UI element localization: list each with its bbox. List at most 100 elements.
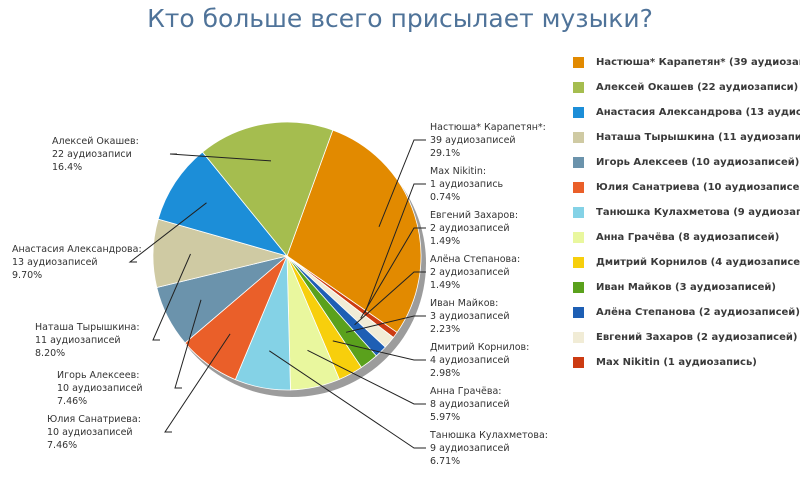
- slice-label-line: Алёна Степанова:: [430, 254, 520, 265]
- slice-label-line: Настюша* Карапетян*:: [430, 122, 546, 133]
- leader-line: [307, 349, 426, 405]
- chart-title: Кто больше всего присылает музыки?: [147, 4, 653, 33]
- leader-line: [152, 253, 191, 341]
- slice-label: Анна Грачёва: 8 аудиозаписей 5.97%: [430, 386, 510, 423]
- slice-label: Танюшка Кулахметова: 9 аудиозаписей 6.71%: [429, 430, 548, 467]
- legend-label: Анна Грачёва (8 аудиозаписей): [596, 232, 780, 243]
- slice-label-line: 0.74%: [430, 192, 460, 203]
- leader-line: [354, 271, 426, 326]
- legend-label: Евгений Захаров (2 аудиозаписей): [596, 332, 798, 343]
- slice-label-line: Евгений Захаров:: [430, 210, 518, 221]
- slice-label-line: 10 аудиозаписей: [57, 383, 143, 394]
- leader-line: [174, 299, 202, 389]
- legend-item: Иван Майков (3 аудиозаписей): [566, 275, 800, 300]
- legend-swatch: [573, 257, 584, 268]
- slice-label-line: 9 аудиозаписей: [430, 443, 510, 454]
- slice-label: Юлия Санатриева: 10 аудиозаписей 7.46%: [47, 414, 141, 451]
- chart-legend: Настюша* Карапетян* (39 аудиозаписей) Але…: [566, 50, 800, 375]
- legend-label: Юлия Санатриева (10 аудиозаписей): [596, 182, 800, 193]
- legend-swatch: [573, 57, 584, 68]
- slice-label-line: Max Nikitin:: [430, 166, 486, 177]
- leader-line: [378, 139, 426, 227]
- legend-item: Анна Грачёва (8 аудиозаписей): [566, 225, 800, 250]
- slice-label-line: 5.97%: [430, 412, 460, 423]
- slice-label-line: 29.1%: [430, 148, 460, 159]
- slice-label-line: 3 аудиозаписей: [430, 311, 510, 322]
- slice-label-line: Анастасия Александрова:: [12, 244, 142, 255]
- slice-label-line: 10 аудиозаписей: [47, 427, 133, 438]
- slice-label-line: Иван Майков:: [430, 298, 498, 309]
- legend-item: Настюша* Карапетян* (39 аудиозаписей): [566, 50, 800, 75]
- slice-label-line: Юлия Санатриева:: [47, 414, 141, 425]
- slice-label-line: Дмитрий Корнилов:: [430, 342, 529, 353]
- slice-label: Алексей Окашев: 22 аудиозаписи 16.4%: [52, 136, 139, 173]
- slice-label-line: 1 аудиозапись: [430, 179, 504, 190]
- slice-label-line: Танюшка Кулахметова:: [429, 430, 548, 441]
- slice-label: Евгений Захаров: 2 аудиозаписей 1.49%: [430, 210, 518, 247]
- slice-label-line: 11 аудиозаписей: [35, 335, 121, 346]
- slice-label-line: 2.23%: [430, 324, 460, 335]
- legend-swatch: [573, 332, 584, 343]
- slice-label-line: 9.70%: [12, 270, 42, 281]
- leader-line: [128, 202, 207, 263]
- slice-label: Иван Майков: 3 аудиозаписей 2.23%: [430, 298, 510, 335]
- legend-item: Max Nikitin (1 аудиозапись): [566, 350, 800, 375]
- legend-item: Анастасия Александрова (13 аудиозаписей): [566, 100, 800, 125]
- slice-label: Игорь Алексеев: 10 аудиозаписей 7.46%: [57, 370, 143, 407]
- legend-label: Алексей Окашев (22 аудиозаписи): [596, 82, 799, 93]
- slice-label-line: 2 аудиозаписей: [430, 223, 510, 234]
- slice-label-line: 16.4%: [52, 162, 82, 173]
- legend-swatch: [573, 232, 584, 243]
- slice-label-line: Игорь Алексеев:: [57, 370, 139, 381]
- slice-label-line: Анна Грачёва:: [430, 386, 502, 397]
- legend-item: Алёна Степанова (2 аудиозаписей): [566, 300, 800, 325]
- slice-label-line: 8.20%: [35, 348, 65, 359]
- slice-label-line: 2 аудиозаписей: [430, 267, 510, 278]
- legend-label: Алёна Степанова (2 аудиозаписей): [596, 307, 800, 318]
- legend-label: Max Nikitin (1 аудиозапись): [596, 357, 757, 368]
- legend-swatch: [573, 207, 584, 218]
- legend-item: Дмитрий Корнилов (4 аудиозаписей): [566, 250, 800, 275]
- slice-label: Наташа Тырышкина: 11 аудиозаписей 8.20%: [35, 322, 140, 359]
- legend-item: Алексей Окашев (22 аудиозаписи): [566, 75, 800, 100]
- legend-item: Евгений Захаров (2 аудиозаписей): [566, 325, 800, 350]
- legend-label: Анастасия Александрова (13 аудиозаписей): [596, 107, 800, 118]
- legend-swatch: [573, 282, 584, 293]
- slice-label-line: 7.46%: [47, 440, 77, 451]
- legend-item: Наташа Тырышкина (11 аудиозаписей): [566, 125, 800, 150]
- slice-label-line: 39 аудиозаписей: [430, 135, 516, 146]
- slice-label-line: 7.46%: [57, 396, 87, 407]
- legend-item: Игорь Алексеев (10 аудиозаписей): [566, 150, 800, 175]
- slice-label-line: Алексей Окашев:: [52, 136, 139, 147]
- slice-label-line: 2.98%: [430, 368, 460, 379]
- legend-swatch: [573, 82, 584, 93]
- pie-slice[interactable]: [286, 129, 422, 333]
- legend-item: Юлия Санатриева (10 аудиозаписей): [566, 175, 800, 200]
- slice-label-line: 1.49%: [430, 280, 460, 291]
- slice-label-line: 6.71%: [430, 456, 460, 467]
- pie-slice[interactable]: [157, 151, 289, 257]
- slice-label: Настюша* Карапетян*: 39 аудиозаписей 29.1%: [430, 122, 546, 159]
- pie-slice[interactable]: [201, 121, 334, 257]
- legend-label: Дмитрий Корнилов (4 аудиозаписей): [596, 257, 800, 268]
- slice-label-line: 13 аудиозаписей: [12, 257, 98, 268]
- leader-line: [360, 227, 426, 319]
- leader-line: [332, 340, 426, 361]
- legend-swatch: [573, 132, 584, 143]
- legend-label: Танюшка Кулахметова (9 аудиозаписей): [596, 207, 800, 218]
- slice-label: Алёна Степанова: 2 аудиозаписей 1.49%: [430, 254, 520, 291]
- legend-swatch: [573, 157, 584, 168]
- legend-swatch: [573, 307, 584, 318]
- slice-label: Max Nikitin: 1 аудиозапись 0.74%: [430, 166, 504, 203]
- legend-swatch: [573, 182, 584, 193]
- slice-label: Анастасия Александрова: 13 аудиозаписей 9.…: [12, 244, 142, 281]
- leader-line: [169, 153, 272, 162]
- slice-label: Дмитрий Корнилов: 4 аудиозаписей 2.98%: [430, 342, 529, 379]
- leader-line: [364, 183, 426, 314]
- leader-line: [269, 350, 426, 449]
- slice-label-line: 1.49%: [430, 236, 460, 247]
- legend-swatch: [573, 357, 584, 368]
- slice-label-line: 22 аудиозаписи: [52, 149, 132, 160]
- slice-label-line: 4 аудиозаписей: [430, 355, 510, 366]
